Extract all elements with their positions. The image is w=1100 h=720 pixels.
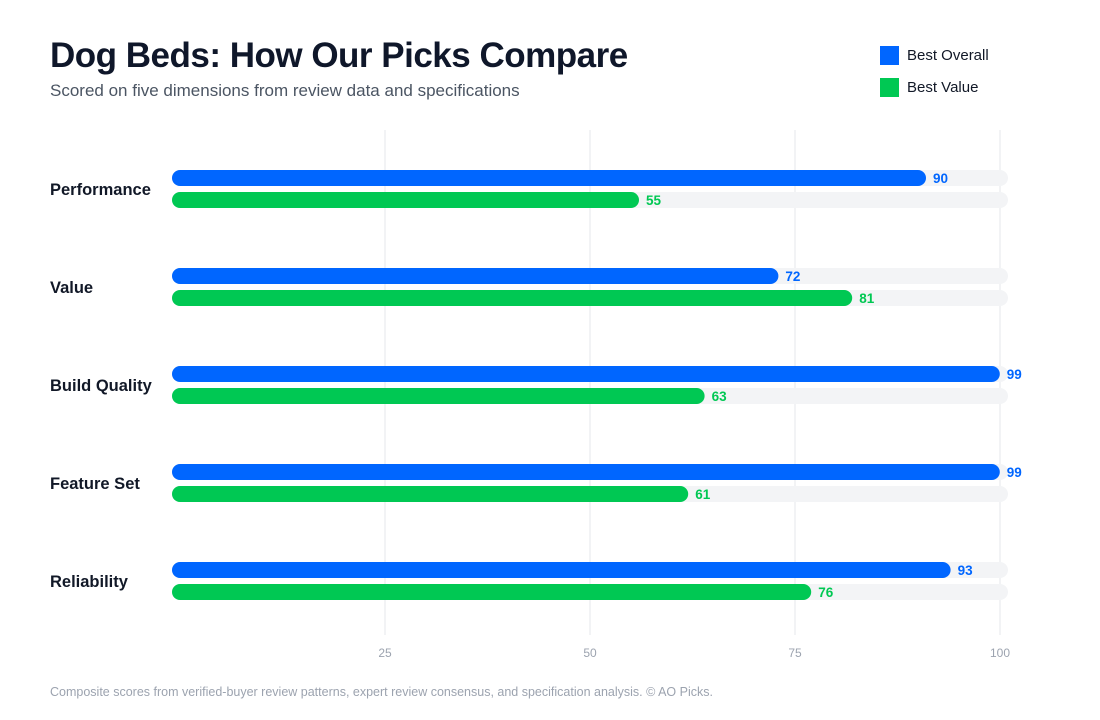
data-label-feature-set-best-value: 61 bbox=[695, 487, 711, 502]
category-label-performance: Performance bbox=[50, 181, 151, 199]
legend-label-best-overall: Best Overall bbox=[907, 46, 989, 64]
legend: Best Overall Best Value bbox=[880, 45, 989, 109]
x-tick-label-75: 75 bbox=[788, 646, 802, 660]
footnote: Composite scores from verified-buyer rev… bbox=[50, 685, 713, 699]
category-label-build-quality: Build Quality bbox=[50, 377, 153, 395]
legend-swatch-best-value bbox=[880, 77, 899, 97]
data-label-feature-set-best-overall: 99 bbox=[1007, 465, 1022, 480]
data-label-value-best-overall: 72 bbox=[785, 269, 800, 284]
category-label-feature-set: Feature Set bbox=[50, 475, 140, 493]
category-label-reliability: Reliability bbox=[50, 573, 129, 591]
category-label-value: Value bbox=[50, 279, 93, 297]
data-label-value-best-value: 81 bbox=[859, 291, 875, 306]
legend-swatch-best-overall bbox=[880, 45, 899, 65]
data-label-performance-best-overall: 90 bbox=[933, 171, 948, 186]
x-tick-label-25: 25 bbox=[378, 646, 392, 660]
x-tick-label-100: 100 bbox=[990, 646, 1010, 660]
chart-title: Dog Beds: How Our Picks Compare bbox=[50, 36, 628, 75]
data-label-build-quality-best-value: 63 bbox=[712, 389, 728, 404]
x-tick-label-50: 50 bbox=[583, 646, 597, 660]
data-label-performance-best-value: 55 bbox=[646, 193, 662, 208]
legend-label-best-value: Best Value bbox=[907, 78, 979, 96]
legend-item-best-value: Best Value bbox=[880, 77, 989, 97]
data-label-reliability-best-value: 76 bbox=[818, 585, 834, 600]
chart-subtitle: Scored on five dimensions from review da… bbox=[50, 81, 520, 100]
data-label-reliability-best-overall: 93 bbox=[958, 563, 974, 578]
legend-item-best-overall: Best Overall bbox=[880, 45, 989, 65]
data-label-build-quality-best-overall: 99 bbox=[1007, 367, 1022, 382]
